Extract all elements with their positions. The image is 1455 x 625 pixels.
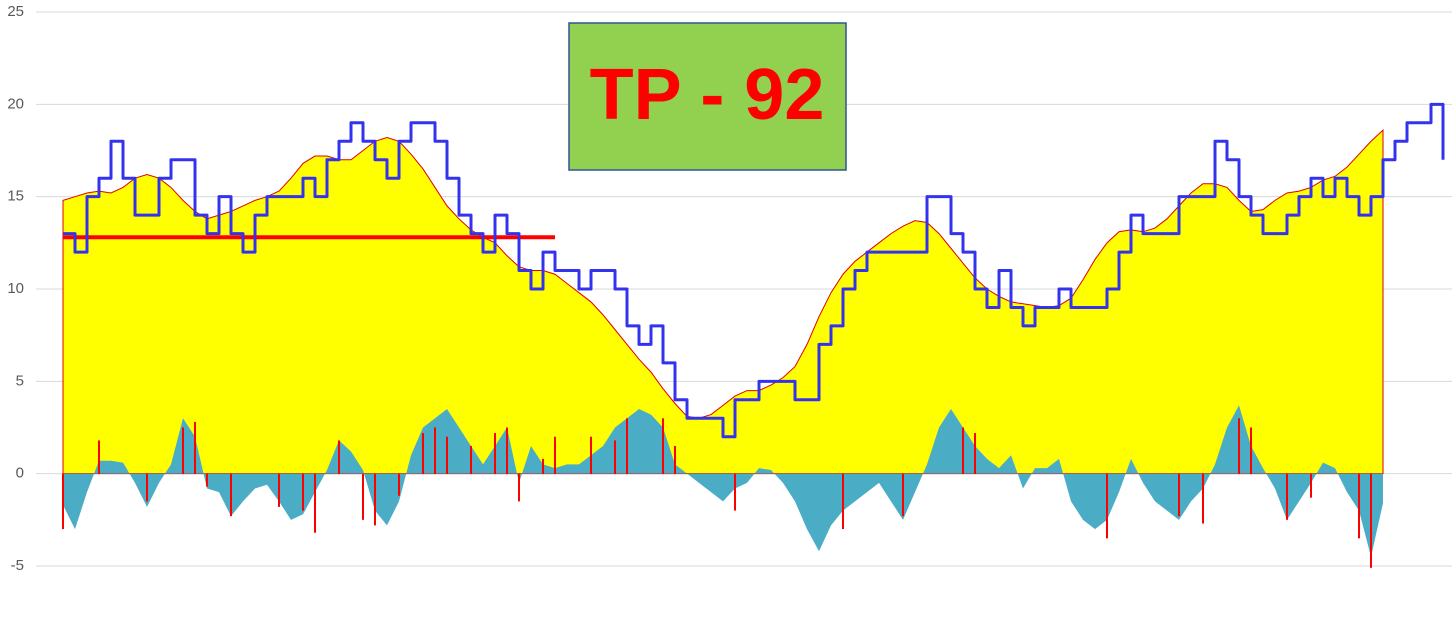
bar [398,473,400,496]
y-tick-label: 25 [7,3,24,20]
bar [1358,473,1360,539]
bar [1238,418,1240,474]
bar [1106,473,1108,539]
bar [1202,473,1204,524]
bar [422,433,424,474]
bar [674,445,676,474]
bar [1286,473,1288,520]
bar [314,473,316,533]
bar [470,445,472,474]
bar [962,427,964,474]
bar [374,473,376,526]
step-line [63,102,1445,439]
bar [626,418,628,474]
annotation: TP - 92 [590,55,825,135]
bar [1178,473,1180,517]
bar [194,421,196,474]
bar [590,436,592,474]
bar [1370,473,1372,568]
bar [362,473,364,520]
bar [542,458,544,474]
bar [434,427,436,474]
bar [302,473,304,511]
bar [842,473,844,530]
bar [1310,473,1312,498]
y-tick-label: 0 [16,465,24,482]
area [63,405,1383,557]
bar [230,473,232,517]
annotation-box [568,22,847,171]
bar [98,440,100,474]
bar [902,473,904,517]
plot [62,102,1445,568]
bar [146,473,148,502]
bar [662,418,664,474]
y-tick-label: 10 [7,280,24,297]
bar [1250,427,1252,474]
y-tick-label: -5 [11,557,24,574]
bar [974,433,976,474]
bar [206,473,208,487]
bar [506,427,508,474]
bar [518,473,520,502]
y-tick-label: 20 [7,95,24,112]
bar [614,440,616,474]
bar [734,473,736,511]
y-tick-label: 15 [7,188,24,205]
bar [446,436,448,474]
bar [182,427,184,474]
bar [278,473,280,507]
bar [338,440,340,474]
bar [494,433,496,474]
area [62,129,1384,475]
bar [62,473,64,530]
bar [554,436,556,474]
y-tick-label: 5 [16,372,24,389]
